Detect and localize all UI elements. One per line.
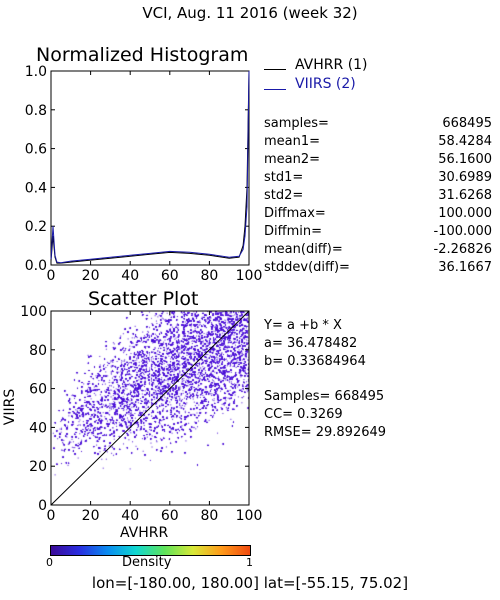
scatter-x-tick-label: 0 (47, 508, 56, 524)
scatter-y-tick-label: 60 (29, 382, 47, 398)
stat-diffmax: Diffmax= 100.000 (264, 206, 492, 221)
scatter-x-tick-label: 40 (121, 508, 139, 524)
scatter-plot-frame (50, 310, 250, 506)
hist-y-tick-label: 0.2 (25, 219, 47, 235)
scatter-y-tick-label: 20 (29, 459, 47, 475)
hist-y-tick-label: 0.8 (25, 103, 47, 119)
hist-x-tick-label: 100 (236, 268, 263, 284)
hist-x-tick-label: 80 (200, 268, 218, 284)
scatter-y-tick-label: 100 (20, 304, 47, 320)
regression-rmse: RMSE= 29.892649 (264, 425, 387, 440)
scatter-x-tick-label: 20 (82, 508, 100, 524)
hist-series-line-1 (50, 70, 250, 264)
colorbar-max: 1 (246, 556, 253, 569)
legend-label-avhrr: AVHRR (1) (295, 57, 368, 73)
stat-std2: std2= 31.6268 (264, 188, 492, 203)
scatter-x-tick-label: 60 (161, 508, 179, 524)
regression-cc: CC= 0.3269 (264, 407, 343, 422)
histogram-legend: AVHRR (1) VIIRS (2) (264, 56, 444, 96)
stat-mean1: mean1= 58.4284 (264, 134, 492, 149)
legend-line-avhrr (264, 69, 286, 70)
regression-b: b= 0.33684964 (264, 354, 366, 369)
stat-samples: samples= 668495 (264, 116, 492, 131)
stat-stddev-diff: stddev(diff)= 36.1667 (264, 260, 492, 275)
hist-x-tick-label: 0 (47, 268, 56, 284)
scatter-x-tick-label: 100 (236, 508, 263, 524)
regression-equation: Y= a +b * X (264, 318, 342, 333)
histogram-title: Normalized Histogram (36, 44, 249, 66)
scatter-y-tick-label: 40 (29, 420, 47, 436)
hist-x-tick-label: 20 (82, 268, 100, 284)
scatter-y-tick-label: 0 (38, 498, 47, 514)
hist-series-line-2 (50, 70, 250, 264)
colorbar-label: Density (122, 555, 172, 570)
regression-a: a= 36.478482 (264, 336, 358, 351)
stat-mean2: mean2= 56.1600 (264, 152, 492, 167)
hist-x-tick-label: 40 (121, 268, 139, 284)
density-colorbar (50, 545, 251, 556)
legend-line-viirs (264, 89, 286, 90)
scatter-x-tick-label: 80 (200, 508, 218, 524)
stat-mean-diff: mean(diff)= -2.26826 (264, 242, 492, 257)
scatter-title: Scatter Plot (88, 288, 199, 310)
stat-std1: std1= 30.6989 (264, 170, 492, 185)
hist-y-tick-label: 0.4 (25, 180, 47, 196)
legend-label-viirs: VIIRS (2) (295, 76, 356, 92)
hist-y-tick-label: 0.0 (25, 258, 47, 274)
hist-y-tick-label: 0.6 (25, 142, 47, 158)
stat-diffmin: Diffmin= -100.000 (264, 224, 492, 239)
hist-y-tick-label: 1.0 (25, 64, 47, 80)
scatter-xlabel: AVHRR (120, 525, 169, 541)
hist-x-tick-label: 60 (161, 268, 179, 284)
regression-samples: Samples= 668495 (264, 389, 385, 404)
scatter-ylabel: VIIRS (2, 388, 19, 426)
colorbar-min: 0 (46, 556, 53, 569)
scatter-y-tick-label: 80 (29, 343, 47, 359)
scatter-identity-line (50, 310, 250, 506)
page-title: VCI, Aug. 11 2016 (week 32) (142, 4, 358, 22)
hist-plot-frame (50, 70, 250, 266)
footer-extent: lon=[-180.00, 180.00] lat=[-55.15, 75.02… (91, 574, 409, 592)
